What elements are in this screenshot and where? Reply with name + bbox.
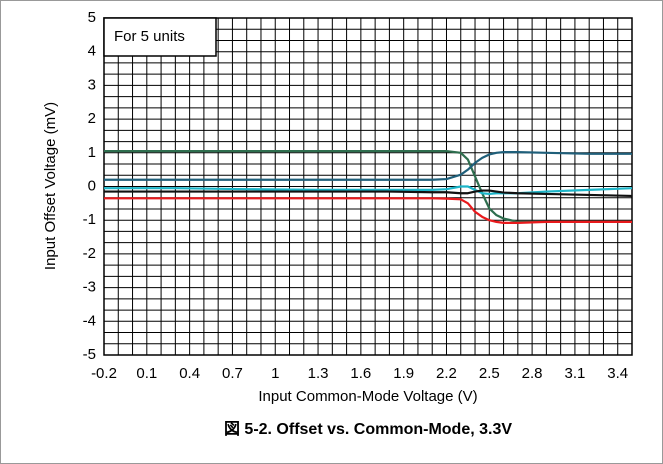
y-axis-label: Input Offset Voltage (mV) [42, 102, 59, 270]
y-tick-label: -5 [83, 346, 96, 363]
x-axis-label: Input Common-Mode Voltage (V) [258, 388, 477, 405]
y-tick-label: -3 [83, 279, 96, 296]
x-tick-label: 0.7 [222, 365, 243, 382]
y-tick-label: 0 [88, 177, 96, 194]
annotation-box [103, 17, 217, 57]
series-line [104, 197, 632, 224]
y-tick-label: 3 [88, 76, 96, 93]
y-tick-label: -2 [83, 245, 96, 262]
x-tick-label: 2.2 [436, 365, 457, 382]
x-tick-label: 0.1 [136, 365, 157, 382]
annotation: For 5 units [114, 28, 185, 45]
y-tick-label: 5 [88, 9, 96, 26]
x-tick-label: 3.4 [607, 365, 628, 382]
x-tick-label: -0.2 [91, 365, 117, 382]
series-line [104, 151, 632, 181]
x-tick-label: 1.6 [350, 365, 371, 382]
x-tick-label: 1.3 [308, 365, 329, 382]
x-tick-label: 0.4 [179, 365, 200, 382]
x-tick-label: 2.8 [522, 365, 543, 382]
chart-title: 図 5-2. Offset vs. Common-Mode, 3.3V [224, 420, 512, 438]
y-tick-label: -4 [83, 312, 96, 329]
y-tick-label: 4 [88, 43, 96, 60]
x-tick-label: 1.9 [393, 365, 414, 382]
y-tick-label: 2 [88, 110, 96, 127]
x-tick-label: 2.5 [479, 365, 500, 382]
plot-border [103, 17, 633, 356]
series-line [104, 189, 633, 198]
x-tick-label: 1 [271, 365, 279, 382]
y-tick-label: -1 [83, 211, 96, 228]
x-tick-label: 3.1 [564, 365, 585, 382]
y-tick-label: 1 [88, 144, 96, 161]
